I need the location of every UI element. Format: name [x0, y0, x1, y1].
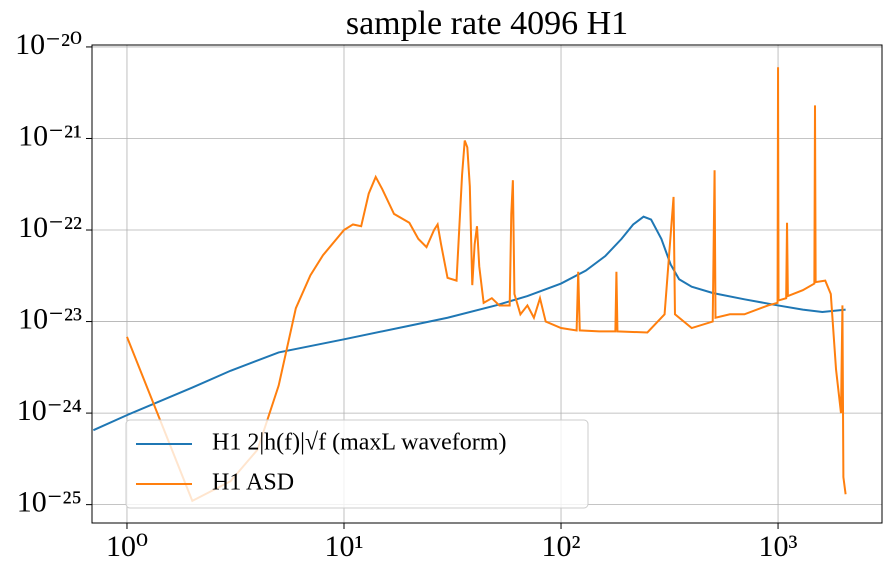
y-tick-label: 10⁻²³ [18, 302, 82, 335]
x-tick-label: 10³ [759, 530, 798, 563]
y-tick-label: 10⁻²⁰ [15, 28, 82, 61]
legend-label: H1 ASD [212, 470, 294, 496]
series-line [126, 67, 847, 503]
legend-label: H1 2|h(f)|√f (maxL waveform) [212, 430, 506, 456]
y-tick-label: 10⁻²⁴ [17, 394, 82, 427]
x-tick-label: 10⁰ [106, 530, 148, 563]
y-tick-label: 10⁻²⁵ [17, 486, 82, 519]
series-line [92, 215, 846, 432]
y-tick-label: 10⁻²¹ [18, 119, 82, 152]
x-tick-label: 10² [542, 530, 581, 563]
chart-title: sample rate 4096 H1 [346, 5, 628, 42]
x-tick-label: 10¹ [324, 530, 363, 563]
y-tick-label: 10⁻²² [18, 211, 82, 244]
plot-frame [91, 44, 883, 524]
legend-box [125, 419, 589, 509]
